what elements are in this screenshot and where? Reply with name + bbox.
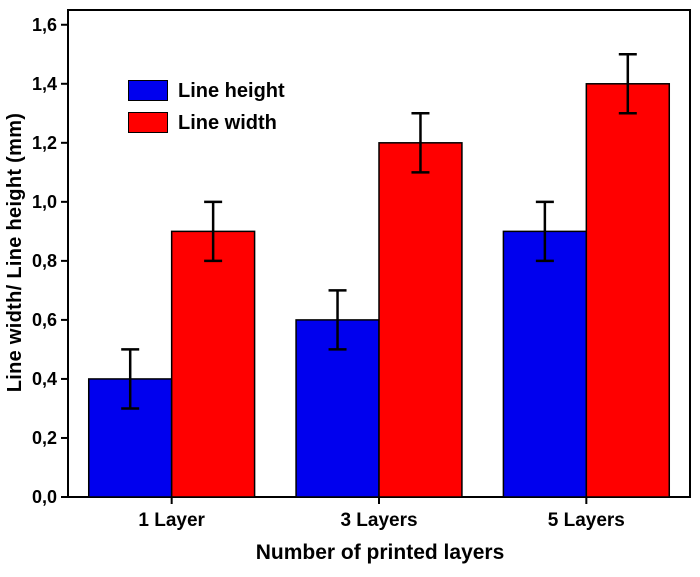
svg-text:0,0: 0,0 <box>32 487 57 507</box>
legend-label-line-width: Line width <box>178 111 277 134</box>
svg-text:3 Layers: 3 Layers <box>340 510 417 531</box>
legend: Line height Line width <box>128 80 285 133</box>
svg-text:0,2: 0,2 <box>32 428 57 448</box>
x-axis-label: Number of printed layers <box>255 541 505 564</box>
svg-text:1,4: 1,4 <box>32 74 57 94</box>
svg-text:0,6: 0,6 <box>32 310 57 330</box>
svg-text:1,6: 1,6 <box>32 15 57 35</box>
legend-item-line-height: Line height <box>128 80 285 101</box>
svg-text:0,4: 0,4 <box>32 369 57 389</box>
svg-text:0,8: 0,8 <box>32 251 57 271</box>
legend-label-line-height: Line height <box>178 79 285 102</box>
y-axis-label: Line width/ Line height (mm) <box>4 112 26 393</box>
svg-text:1,0: 1,0 <box>32 192 57 212</box>
svg-text:5 Layers: 5 Layers <box>548 510 625 531</box>
legend-swatch-line-height <box>128 80 168 101</box>
legend-item-line-width: Line width <box>128 112 285 133</box>
svg-text:1 Layer: 1 Layer <box>138 510 205 531</box>
svg-text:1,2: 1,2 <box>32 133 57 153</box>
legend-swatch-line-width <box>128 112 168 133</box>
